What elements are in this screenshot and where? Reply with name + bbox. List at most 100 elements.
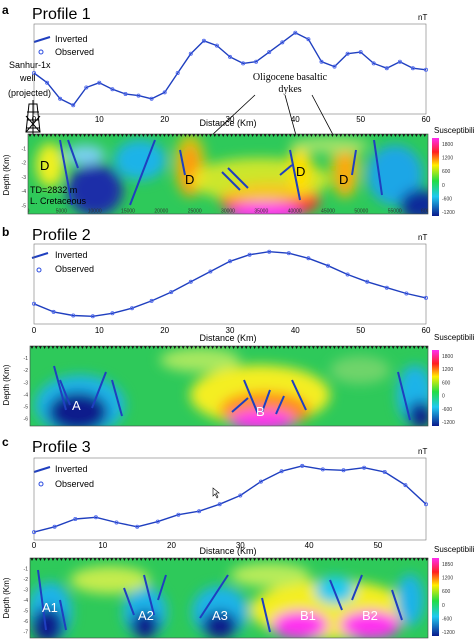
body-label-B1: B1 [300, 608, 316, 623]
model-x-tick-label: 20000 [154, 209, 168, 215]
observed-point [52, 524, 57, 529]
depth-tick-label: -4 [22, 189, 27, 195]
colorbar-tick-label: 600 [442, 589, 451, 595]
panel-label-b: b [2, 225, 9, 239]
depth-tick-label: -3 [24, 588, 29, 594]
observed-point [423, 67, 428, 72]
body-label-A3: A3 [212, 608, 228, 623]
observed-point [279, 469, 284, 474]
observed-point [188, 51, 193, 56]
observed-point [217, 502, 222, 507]
observed-point [84, 85, 89, 90]
observed-point [32, 530, 37, 535]
colorbar-tick-label: -600 [442, 407, 452, 413]
observed-point [149, 96, 154, 101]
x-tick-label: 40 [305, 541, 314, 550]
observed-point [319, 59, 324, 64]
colorbar-tick-label: 1200 [442, 576, 453, 582]
colorbar-tick-label: -1200 [442, 210, 455, 216]
depth-tick-label: -1 [24, 567, 29, 573]
profile-3-xticks: 0 10 20 30 40 50 [32, 541, 383, 550]
depth-tick-label: -7 [24, 630, 29, 636]
observed-point [258, 479, 263, 484]
x-tick-label: 50 [356, 326, 365, 335]
observed-point [341, 468, 346, 473]
profile-2-surface-stations [30, 346, 429, 349]
profile-1-title: Profile 1 [32, 6, 91, 23]
depth-tick-label: -1 [22, 146, 27, 152]
x-tick-label: 50 [373, 541, 382, 550]
colorbar-tick-label: 0 [442, 394, 445, 400]
observed-point [71, 103, 76, 108]
x-tick-label: 30 [226, 326, 235, 335]
profile-1-unit: nT [418, 13, 427, 22]
depth-tick-label: -4 [24, 598, 29, 604]
legend-observed-label: Observed [55, 479, 94, 489]
observed-point [155, 519, 160, 524]
profile-2-title: Profile 2 [32, 227, 91, 244]
observed-point [136, 93, 141, 98]
inverted-series-line [33, 251, 427, 317]
profile-3-colorbar [432, 558, 439, 636]
observed-point [135, 524, 140, 529]
observed-point [227, 259, 232, 264]
observed-point [345, 272, 350, 277]
observed-point [45, 80, 50, 85]
colorbar-tick-label: 1850 [442, 562, 453, 568]
profile-2-xticks: 0 10 20 30 40 50 60 [32, 326, 431, 335]
colorbar-tick-label: -600 [442, 616, 452, 622]
observed-point [238, 493, 243, 498]
observed-point [93, 515, 98, 520]
legend-inverted-line [31, 252, 49, 259]
profile-3-title: Profile 3 [32, 439, 91, 456]
profile-3-depth-label: Depth (Km) [2, 577, 11, 618]
mouse-pointer-icon [212, 487, 220, 499]
body-label-A2: A2 [138, 608, 154, 623]
model-x-tick-label: 0 [27, 209, 30, 215]
colorbar-tick-label: 1200 [442, 156, 453, 162]
profile-1-curve [32, 30, 428, 108]
colorbar-tick-label: -600 [442, 196, 452, 202]
profile-3: c Profile 3 nT Inverted Observed 0 10 20 30… [2, 435, 474, 639]
profile-3-unit: nT [418, 447, 427, 456]
model-x-tick-label: 40000 [288, 209, 302, 215]
x-tick-label: 20 [160, 326, 169, 335]
model-x-tick-label: 55000 [388, 209, 402, 215]
profile-1-xlabel: Distance (Km) [199, 118, 256, 128]
observed-point [110, 87, 115, 92]
x-tick-label: 10 [95, 326, 104, 335]
profile-3-xlabel: Distance (Km) [199, 546, 256, 556]
body-label-A: A [72, 398, 81, 413]
observed-point [129, 306, 134, 311]
legend-observed-label: Observed [55, 47, 94, 57]
observed-point [149, 298, 154, 303]
profile-2-depth-label: Depth (Km) [2, 364, 11, 405]
profile-1-depth-ticks: -1 -2 -3 -4 -5 [22, 146, 27, 209]
model-x-tick-label: 25000 [188, 209, 202, 215]
annotation-line-2: dykes [278, 84, 301, 95]
observed-point [32, 301, 37, 306]
profile-1-depth-label: Depth (Km) [2, 154, 11, 195]
x-tick-label: 40 [291, 115, 300, 124]
observed-point [208, 269, 213, 274]
observed-point [332, 64, 337, 69]
observed-point [371, 61, 376, 66]
observed-point [227, 54, 232, 59]
colorbar-tick-label: 1800 [442, 354, 453, 360]
profile-1-colorbar-ticks: 1800 1200 600 0 -600 -1200 [442, 142, 455, 216]
legend-inverted-label: Inverted [55, 250, 88, 260]
profile-2-unit: nT [418, 233, 427, 242]
profile-3-depth-ticks: -1 -2 -3 -4 -5 -6 -7 [24, 567, 29, 636]
observed-point [110, 311, 115, 316]
observed-point [197, 509, 202, 514]
profile-3-faults [37, 569, 403, 633]
x-tick-label: 60 [422, 115, 431, 124]
observed-point [306, 37, 311, 42]
model-x-tick-label: 30000 [221, 209, 235, 215]
observed-point [320, 467, 325, 472]
observed-point [267, 50, 272, 55]
legend-inverted-line [33, 466, 51, 473]
profile-2-curve-frame [33, 243, 427, 325]
profile-1-curve-frame [33, 23, 427, 115]
observed-point [97, 80, 102, 85]
